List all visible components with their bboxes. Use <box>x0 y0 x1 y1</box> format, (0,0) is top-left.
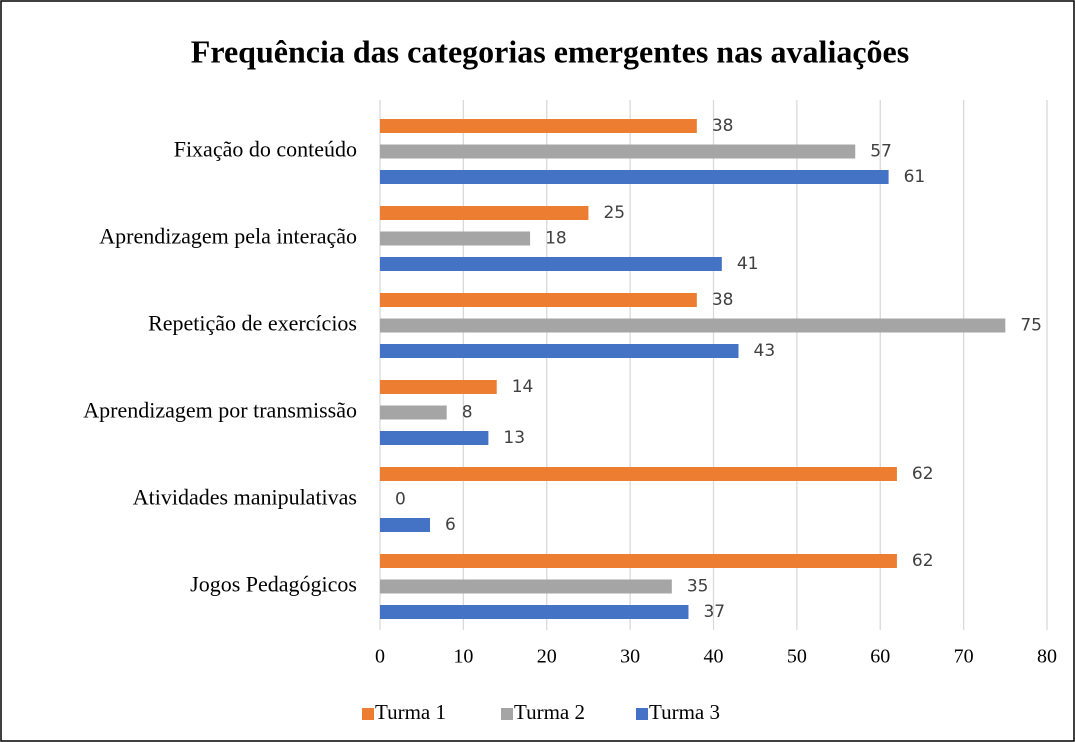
bar <box>380 554 897 568</box>
bar <box>380 231 531 246</box>
x-tick-label: 40 <box>704 646 724 668</box>
value-label: 14 <box>512 377 534 397</box>
chart-title: Frequência das categorias emergentes nas… <box>191 33 909 69</box>
value-label: 18 <box>545 229 567 249</box>
value-label: 38 <box>712 290 734 310</box>
bar <box>380 518 431 532</box>
y-tick-label: Repetição de exercícios <box>148 311 357 336</box>
y-tick-label: Jogos Pedagógicos <box>190 572 357 597</box>
bar <box>380 318 1006 333</box>
value-label: 6 <box>445 515 456 535</box>
value-label: 35 <box>687 577 709 597</box>
value-label: 43 <box>754 341 776 361</box>
bar <box>380 579 672 594</box>
bar <box>380 405 447 420</box>
legend-label: Turma 1 <box>375 700 446 724</box>
value-label: 41 <box>737 254 759 274</box>
bar <box>380 431 489 445</box>
value-label: 37 <box>703 602 725 622</box>
bar <box>380 380 497 394</box>
bar <box>380 206 589 220</box>
y-tick-label: Fixação do conteúdo <box>174 137 357 162</box>
value-label: 8 <box>462 403 473 423</box>
x-tick-label: 80 <box>1037 646 1057 668</box>
y-tick-label: Aprendizagem pela interação <box>99 224 357 249</box>
value-label: 25 <box>603 203 625 223</box>
value-label: 13 <box>503 428 525 448</box>
x-tick-label: 10 <box>453 646 473 668</box>
x-tick-label: 20 <box>537 646 557 668</box>
x-tick-label: 70 <box>954 646 974 668</box>
bar <box>380 170 889 184</box>
legend-swatch <box>362 708 374 720</box>
value-label: 62 <box>912 464 934 484</box>
x-tick-label: 30 <box>620 646 640 668</box>
legend-swatch <box>501 708 513 720</box>
value-label: 38 <box>712 116 734 136</box>
x-tick-label: 0 <box>375 646 385 668</box>
y-tick-label: Aprendizagem por transmissão <box>83 398 357 423</box>
x-tick-label: 50 <box>787 646 807 668</box>
y-tick-label: Atividades manipulativas <box>133 485 357 510</box>
legend-label: Turma 2 <box>514 700 585 724</box>
bar <box>380 344 739 358</box>
bar <box>380 605 689 619</box>
bar <box>380 119 697 133</box>
legend-label: Turma 3 <box>649 700 720 724</box>
bar <box>380 293 697 307</box>
value-label: 61 <box>904 167 926 187</box>
bar <box>380 467 897 481</box>
bar <box>380 257 722 271</box>
value-label: 62 <box>912 551 934 571</box>
x-tick-label: 60 <box>870 646 890 668</box>
value-label: 57 <box>870 142 892 162</box>
bar <box>380 144 856 159</box>
legend-swatch <box>636 708 648 720</box>
value-label: 75 <box>1020 316 1042 336</box>
value-label: 0 <box>395 490 406 510</box>
